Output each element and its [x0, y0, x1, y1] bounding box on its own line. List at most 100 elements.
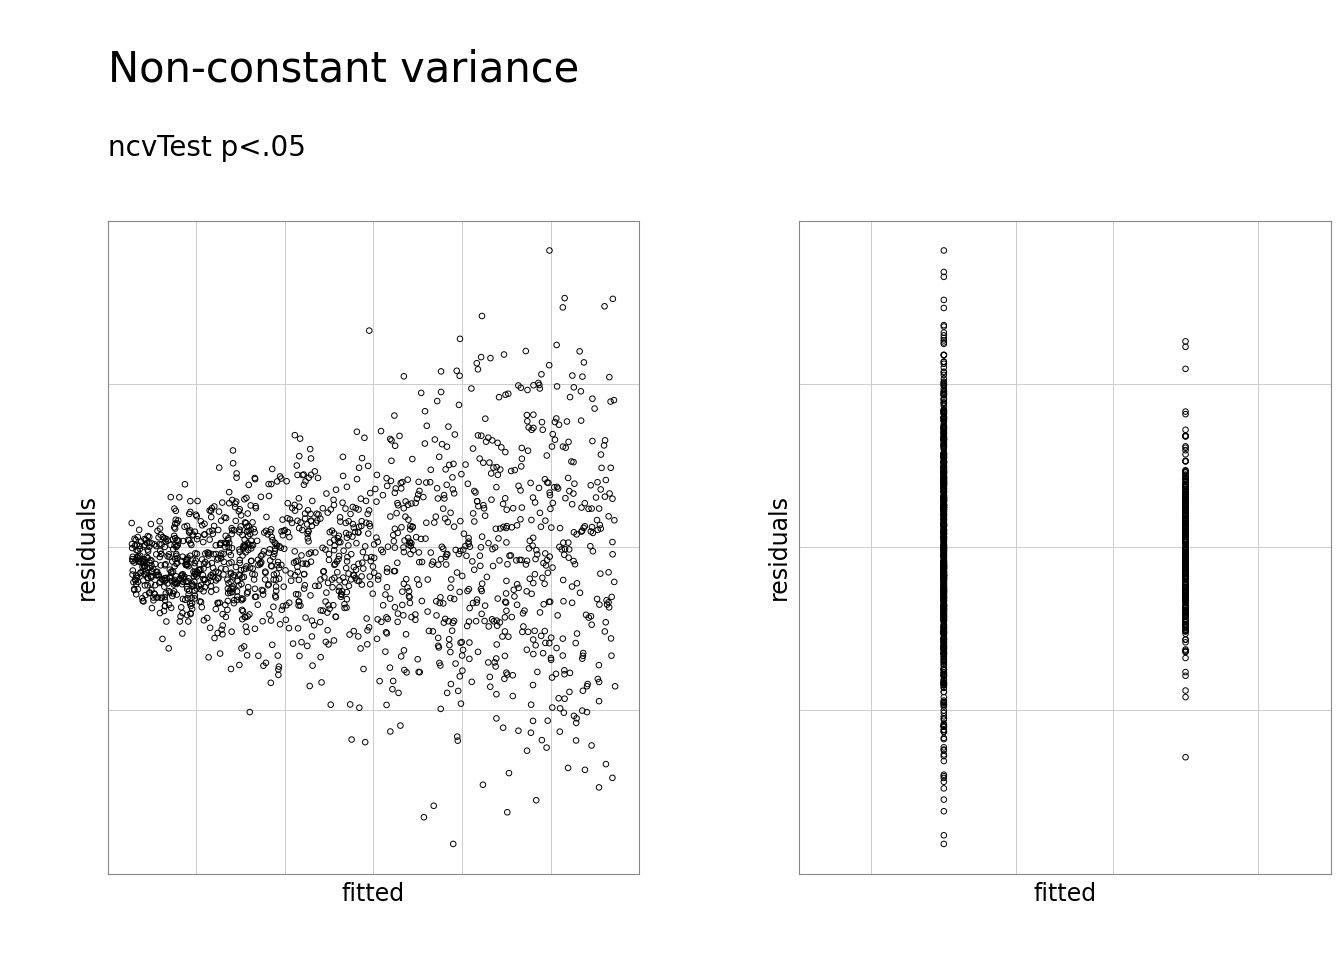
Point	[480, 350, 501, 366]
Point	[233, 540, 254, 555]
Point	[450, 467, 472, 482]
Point	[327, 554, 348, 569]
Point	[933, 582, 954, 597]
Point	[933, 513, 954, 528]
Point	[933, 580, 954, 595]
Point	[387, 614, 409, 630]
Point	[1175, 556, 1196, 571]
Point	[144, 578, 165, 593]
Point	[552, 300, 574, 315]
Point	[348, 556, 370, 571]
Point	[1175, 443, 1196, 458]
Point	[523, 678, 544, 693]
Point	[598, 509, 620, 524]
Point	[429, 656, 450, 671]
Point	[933, 518, 954, 534]
Point	[282, 636, 304, 651]
Point	[527, 664, 548, 680]
Point	[933, 589, 954, 605]
Point	[933, 571, 954, 587]
Point	[1175, 479, 1196, 494]
Point	[933, 515, 954, 530]
Point	[933, 453, 954, 468]
Point	[362, 586, 383, 601]
Point	[511, 451, 532, 467]
Point	[343, 568, 364, 584]
Point	[171, 568, 192, 584]
Point	[122, 553, 144, 568]
Point	[160, 600, 181, 615]
Point	[462, 441, 484, 456]
Point	[516, 584, 538, 599]
Point	[933, 465, 954, 480]
Point	[1175, 632, 1196, 647]
Point	[429, 595, 450, 611]
Point	[1175, 519, 1196, 535]
Point	[155, 586, 176, 601]
Point	[176, 579, 198, 594]
Point	[289, 499, 310, 515]
Point	[321, 523, 343, 539]
Point	[179, 583, 200, 598]
Point	[1175, 507, 1196, 522]
Point	[245, 470, 266, 486]
Point	[212, 607, 234, 622]
Text: ncvTest p<.05: ncvTest p<.05	[108, 134, 305, 162]
Point	[444, 613, 465, 629]
Point	[347, 471, 368, 487]
Point	[1175, 488, 1196, 503]
Point	[539, 488, 560, 503]
Point	[383, 564, 405, 579]
Point	[585, 490, 606, 505]
Point	[933, 477, 954, 492]
Point	[933, 471, 954, 487]
Point	[122, 563, 144, 578]
Point	[1175, 527, 1196, 542]
Point	[207, 571, 228, 587]
Point	[503, 688, 524, 704]
Point	[465, 613, 487, 629]
Point	[933, 618, 954, 634]
Point	[581, 477, 602, 492]
Point	[503, 582, 524, 597]
Point	[399, 518, 421, 534]
Point	[126, 537, 148, 552]
Point	[933, 500, 954, 516]
Point	[1175, 529, 1196, 544]
Point	[602, 291, 624, 306]
Point	[285, 567, 306, 583]
Point	[238, 518, 259, 534]
Point	[933, 354, 954, 370]
Point	[933, 555, 954, 570]
Point	[933, 449, 954, 465]
Point	[332, 449, 353, 465]
Point	[235, 544, 257, 560]
Point	[298, 534, 320, 549]
Point	[347, 424, 368, 440]
Point	[933, 564, 954, 580]
Point	[581, 609, 602, 624]
Point	[208, 564, 230, 580]
Point	[933, 454, 954, 469]
Point	[411, 593, 433, 609]
Point	[349, 491, 371, 506]
Point	[355, 493, 376, 509]
Point	[242, 515, 263, 530]
Point	[560, 454, 582, 469]
Point	[496, 603, 517, 618]
Point	[1175, 594, 1196, 610]
Point	[207, 522, 228, 538]
Point	[1175, 492, 1196, 507]
Point	[528, 480, 550, 495]
Point	[204, 631, 226, 646]
Point	[1175, 613, 1196, 629]
Point	[251, 613, 273, 629]
Point	[933, 610, 954, 625]
Point	[933, 635, 954, 650]
Point	[933, 488, 954, 503]
Point	[933, 560, 954, 575]
Point	[149, 606, 171, 621]
Point	[173, 519, 195, 535]
Point	[1175, 551, 1196, 566]
Point	[933, 588, 954, 604]
